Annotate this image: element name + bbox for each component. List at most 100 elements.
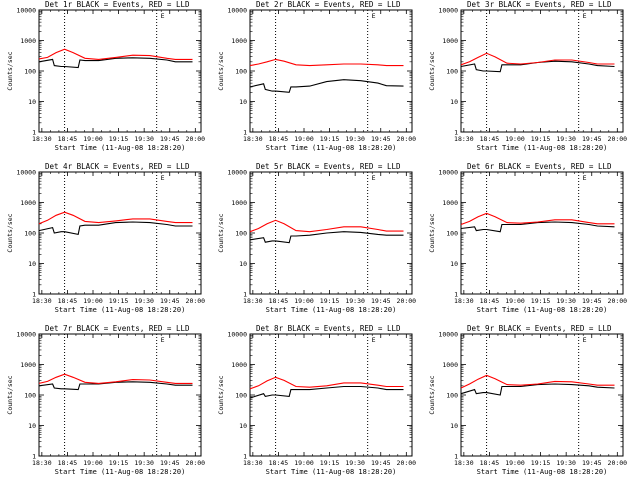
y-axis-label: Counts/sec — [6, 51, 14, 90]
y-tick-label: 1000 — [20, 361, 36, 369]
x-tick-label: 19:45 — [371, 459, 391, 467]
x-tick-label: 18:45 — [269, 459, 289, 467]
x-tick-label: 20:00 — [397, 459, 417, 467]
events-series-line — [249, 79, 404, 93]
x-tick-label: 19:15 — [320, 135, 340, 143]
x-tick-label: 18:30 — [243, 297, 263, 305]
y-tick-label: 100 — [446, 68, 458, 76]
y-axis-label: Counts/sec — [428, 51, 436, 90]
y-tick-label: 1 — [454, 291, 458, 299]
x-tick-label: 18:45 — [269, 297, 289, 305]
lld-series-line — [460, 52, 615, 66]
x-tick-label: 18:30 — [32, 135, 52, 143]
x-tick-label: 19:15 — [531, 135, 551, 143]
x-axis-label: Start Time (11-Aug-08 18:28:20) — [266, 306, 397, 314]
y-tick-label: 10000 — [16, 169, 36, 177]
x-tick-label: 19:30 — [556, 459, 576, 467]
panel-6: Det 6r BLACK = Events, RED = LLD 1 10 100 10… — [428, 162, 627, 314]
x-axis-label: Start Time (11-Aug-08 18:28:20) — [55, 468, 186, 476]
x-tick-label: 19:15 — [531, 459, 551, 467]
x-tick-label: 18:45 — [58, 135, 78, 143]
x-axis-label: Start Time (11-Aug-08 18:28:20) — [55, 144, 186, 152]
x-tick-label: 19:30 — [556, 135, 576, 143]
x-tick-label: 19:00 — [505, 297, 525, 305]
x-tick-label: 18:30 — [454, 297, 474, 305]
x-tick-label: 20:00 — [608, 297, 628, 305]
y-tick-label: 100 — [24, 392, 36, 400]
lld-series-line — [38, 373, 193, 384]
x-tick-label: 18:45 — [58, 297, 78, 305]
y-tick-label: 100 — [446, 230, 458, 238]
y-tick-label: 10 — [450, 422, 458, 430]
x-tick-label: 19:00 — [505, 459, 525, 467]
marker-label: E — [583, 174, 587, 182]
x-tick-label: 19:45 — [582, 297, 602, 305]
x-tick-label: 20:00 — [608, 135, 628, 143]
y-tick-label: 1 — [243, 453, 247, 461]
x-tick-label: 19:30 — [345, 459, 365, 467]
x-tick-label: 19:45 — [371, 135, 391, 143]
panel-1: Det 1r BLACK = Events, RED = LLD 1 10 100 10… — [6, 0, 205, 152]
events-series-line — [38, 221, 193, 236]
x-tick-label: 19:45 — [582, 459, 602, 467]
x-tick-label: 19:30 — [345, 297, 365, 305]
panel-title: Det 6r BLACK = Events, RED = LLD — [467, 162, 612, 171]
x-tick-label: 19:00 — [294, 459, 314, 467]
panel-8: Det 8r BLACK = Events, RED = LLD 1 10 100 10… — [217, 324, 416, 476]
panel-3: Det 3r BLACK = Events, RED = LLD 1 10 100 10… — [428, 0, 627, 152]
x-axis-label: Start Time (11-Aug-08 18:28:20) — [55, 306, 186, 314]
y-tick-label: 10 — [28, 422, 36, 430]
lld-series-line — [249, 219, 404, 233]
panel-title: Det 9r BLACK = Events, RED = LLD — [467, 324, 612, 333]
y-tick-label: 1000 — [231, 37, 247, 45]
y-axis-label: Counts/sec — [217, 213, 225, 252]
y-tick-label: 1000 — [442, 361, 458, 369]
x-tick-label: 19:30 — [134, 297, 154, 305]
x-axis-label: Start Time (11-Aug-08 18:28:20) — [477, 468, 608, 476]
y-tick-label: 10000 — [16, 331, 36, 339]
y-tick-label: 10 — [239, 422, 247, 430]
panel-9: Det 9r BLACK = Events, RED = LLD 1 10 100 10… — [428, 324, 627, 476]
x-tick-label: 19:15 — [531, 297, 551, 305]
y-tick-label: 1000 — [231, 199, 247, 207]
lld-series-line — [249, 58, 404, 67]
events-series-line — [38, 381, 193, 391]
events-series-line — [460, 221, 615, 233]
y-tick-label: 1 — [243, 129, 247, 137]
panel-title: Det 2r BLACK = Events, RED = LLD — [256, 0, 401, 9]
x-tick-label: 19:15 — [109, 297, 129, 305]
marker-label: E — [583, 336, 587, 344]
y-tick-label: 1 — [32, 291, 36, 299]
x-tick-label: 19:30 — [134, 135, 154, 143]
y-tick-label: 10000 — [16, 7, 36, 15]
x-tick-label: 19:00 — [294, 297, 314, 305]
y-tick-label: 1 — [32, 453, 36, 461]
events-series-line — [460, 383, 615, 396]
lld-series-line — [460, 374, 615, 389]
x-tick-label: 18:45 — [480, 135, 500, 143]
x-tick-label: 19:45 — [160, 297, 180, 305]
x-tick-label: 18:30 — [243, 459, 263, 467]
x-tick-label: 20:00 — [397, 297, 417, 305]
x-tick-label: 19:30 — [134, 459, 154, 467]
x-tick-label: 20:00 — [608, 459, 628, 467]
x-tick-label: 19:45 — [160, 135, 180, 143]
lld-series-line — [38, 211, 193, 225]
panel-title: Det 7r BLACK = Events, RED = LLD — [45, 324, 190, 333]
y-axis-label: Counts/sec — [217, 51, 225, 90]
plot-frame — [460, 171, 624, 295]
y-tick-label: 100 — [235, 392, 247, 400]
x-tick-label: 19:45 — [371, 297, 391, 305]
x-tick-label: 18:45 — [58, 459, 78, 467]
x-tick-label: 18:45 — [269, 135, 289, 143]
x-tick-label: 19:30 — [345, 135, 365, 143]
y-tick-label: 10 — [28, 98, 36, 106]
plot-frame — [249, 9, 413, 133]
y-tick-label: 1000 — [442, 37, 458, 45]
events-series-line — [249, 231, 404, 244]
x-tick-label: 20:00 — [186, 135, 206, 143]
x-tick-label: 20:00 — [397, 135, 417, 143]
y-tick-label: 1 — [454, 129, 458, 137]
y-tick-label: 10 — [28, 260, 36, 268]
